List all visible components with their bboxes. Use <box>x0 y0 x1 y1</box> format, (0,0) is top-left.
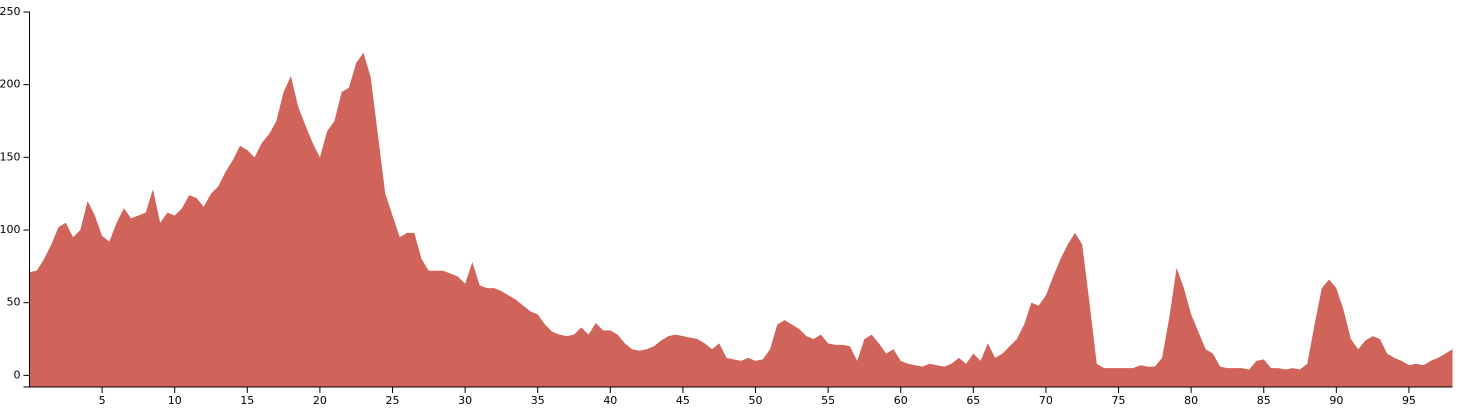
x-tick-label: 15 <box>240 394 254 407</box>
y-tick-label: 250 <box>0 5 21 18</box>
x-tick-label: 95 <box>1402 394 1416 407</box>
x-tick-label: 10 <box>168 394 182 407</box>
x-tick-label: 80 <box>1184 394 1198 407</box>
y-axis <box>23 11 30 388</box>
y-tick-label: 150 <box>0 150 21 163</box>
y-tick-label: 50 <box>7 296 21 309</box>
x-tick-label: 65 <box>966 394 980 407</box>
y-tick-label: 0 <box>14 368 21 381</box>
x-tick-label: 60 <box>894 394 908 407</box>
x-tick-label: 50 <box>749 394 763 407</box>
x-tick-label: 40 <box>603 394 617 407</box>
x-tick-label: 35 <box>531 394 545 407</box>
x-tick-label: 90 <box>1329 394 1343 407</box>
y-tick-label: 200 <box>0 78 21 91</box>
x-tick-label: 20 <box>313 394 327 407</box>
x-tick-label: 85 <box>1257 394 1271 407</box>
x-tick-label: 30 <box>458 394 472 407</box>
y-tick-label: 100 <box>0 223 21 236</box>
x-tick-label: 75 <box>1112 394 1126 407</box>
x-tick-label: 55 <box>821 394 835 407</box>
x-tick-label: 5 <box>99 394 106 407</box>
area <box>29 52 1453 388</box>
x-tick-label: 45 <box>676 394 690 407</box>
x-tick-label: 70 <box>1039 394 1053 407</box>
x-tick-label: 25 <box>386 394 400 407</box>
